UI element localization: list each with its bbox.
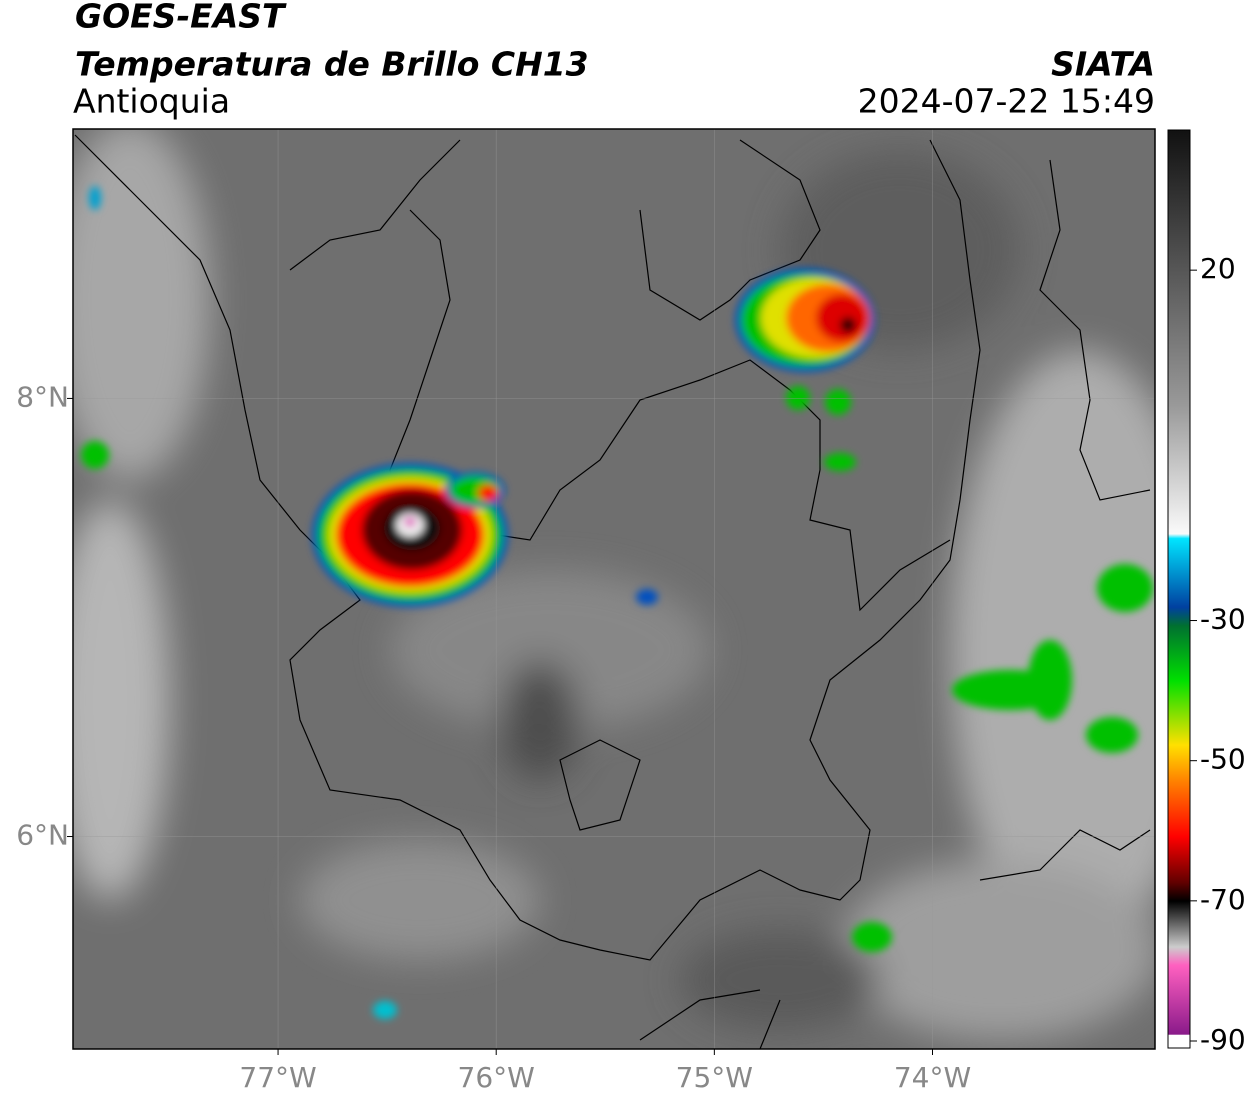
colorbar-tick-label: -50 bbox=[1200, 743, 1246, 776]
x-tick-label: 76°W bbox=[458, 1061, 535, 1094]
colorbar bbox=[1167, 129, 1191, 1049]
title: GOES-EAST bbox=[75, 0, 287, 36]
satellite-image bbox=[73, 129, 1155, 1049]
x-tick-label: 77°W bbox=[239, 1061, 316, 1094]
colorbar-tick-label: -30 bbox=[1200, 603, 1246, 636]
y-tick-label: 8°N bbox=[16, 380, 69, 413]
storms bbox=[81, 186, 1153, 1019]
colorbar-tick-label: -90 bbox=[1200, 1023, 1246, 1056]
subtitle: Temperatura de Brillo CH13 bbox=[75, 45, 589, 84]
x-tick-label: 74°W bbox=[894, 1061, 971, 1094]
y-tick-label: 6°N bbox=[16, 819, 69, 852]
datetime: 2024-07-22 15:49 bbox=[858, 82, 1155, 121]
map-frame bbox=[72, 128, 1156, 1050]
region: Antioquia bbox=[73, 82, 230, 121]
borders bbox=[74, 134, 1151, 1049]
source: SIATA bbox=[1051, 45, 1155, 84]
colorbar-tick-label: 20 bbox=[1200, 252, 1236, 285]
colorbar-tick-label: -70 bbox=[1200, 883, 1246, 916]
x-tick-label: 75°W bbox=[676, 1061, 753, 1094]
